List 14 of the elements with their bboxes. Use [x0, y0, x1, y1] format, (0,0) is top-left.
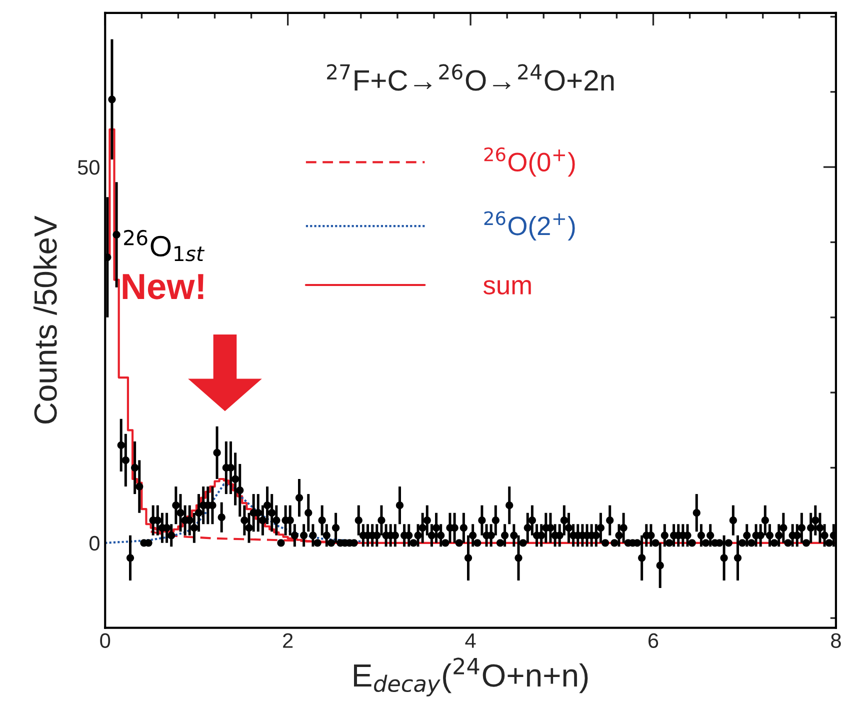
x-tick-label: 6 [648, 633, 658, 648]
y-axis-title: Counts /50keV [33, 216, 57, 424]
annotation: $^{26}$O$_{1st}$ [124, 230, 205, 262]
x-tick-label: 8 [831, 633, 841, 648]
legend-label: sum [483, 280, 531, 294]
legend-label: $^{26}$O(0$^{+}$) [484, 147, 575, 177]
x-axis-title: E$_{decay}$($^{24}$O+n+n) [354, 658, 588, 696]
legend-label: $^{26}$O(2$^{+}$) [484, 211, 575, 241]
x-tick-label: 4 [465, 633, 476, 648]
x-tick-label: 0 [100, 633, 110, 648]
x-tick-label: 2 [283, 633, 293, 648]
y-tick-label: 50 [78, 160, 100, 175]
text: $^{27}$F+C→$^{26}$O→$^{24}$O+2n [327, 64, 614, 91]
annotation: New! [122, 274, 204, 300]
